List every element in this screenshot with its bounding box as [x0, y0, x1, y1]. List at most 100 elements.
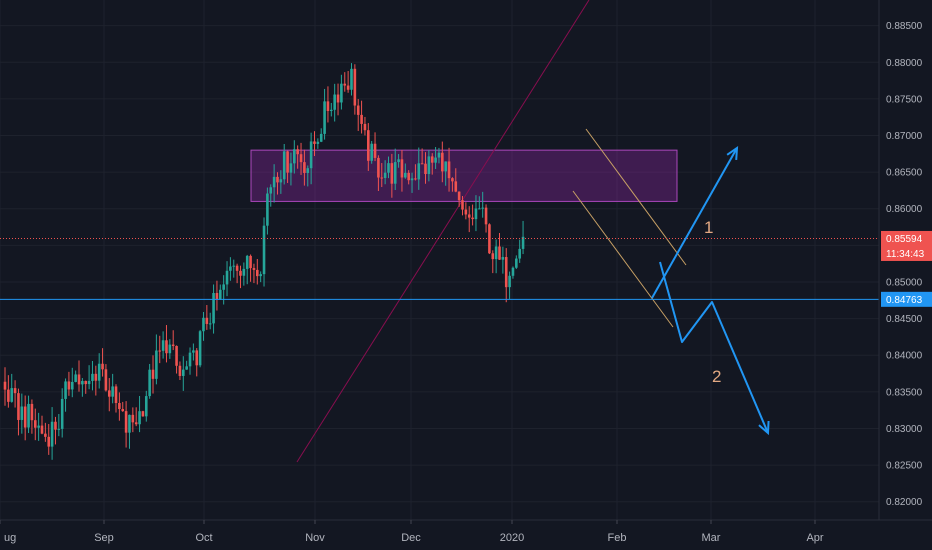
- candle-body: [131, 414, 135, 423]
- candle: [192, 343, 195, 361]
- candle-body: [74, 374, 77, 382]
- candle-body: [158, 350, 162, 352]
- price-badge-2: [881, 291, 932, 307]
- candle-body: [515, 258, 518, 268]
- candle: [178, 361, 182, 380]
- candle-body: [138, 411, 141, 425]
- candle: [168, 339, 172, 359]
- candle-body: [330, 109, 333, 111]
- candle-body: [474, 208, 478, 220]
- price-axis[interactable]: 0.88500 0.88000 0.87500 0.87000 0.86500 0.860…: [886, 21, 923, 508]
- candle-body: [400, 159, 404, 178]
- candle: [309, 132, 313, 185]
- candle-body: [430, 156, 434, 163]
- candle: [404, 163, 407, 179]
- candle: [373, 132, 377, 162]
- candle-body: [451, 178, 454, 182]
- candle: [121, 401, 125, 412]
- candle-body: [367, 130, 370, 161]
- candle-body: [289, 163, 293, 173]
- candle: [47, 424, 51, 455]
- candle: [104, 364, 108, 392]
- candle-body: [17, 393, 20, 420]
- candle-body: [188, 352, 192, 367]
- candle: [215, 280, 219, 311]
- candle-body: [393, 162, 397, 184]
- candle: [390, 153, 394, 198]
- candle: [467, 206, 471, 233]
- candle-body: [33, 420, 37, 428]
- candle: [498, 232, 501, 260]
- candle: [232, 259, 236, 278]
- candle: [205, 305, 209, 330]
- zone-box: [250, 149, 678, 202]
- channel-lower-line: [572, 190, 674, 328]
- candle-body: [511, 267, 515, 276]
- candle: [225, 261, 229, 297]
- candle-body: [97, 363, 101, 381]
- candle-body: [414, 178, 417, 180]
- candle-body: [464, 209, 468, 215]
- candle-body: [380, 177, 384, 179]
- price-badges: 0.85594 11:34:43 0.84763: [881, 230, 932, 307]
- candle-body: [222, 284, 225, 290]
- candle-body: [239, 270, 242, 276]
- arrow-scenario-1-path: [651, 147, 738, 299]
- candle: [60, 388, 64, 438]
- candle: [33, 408, 37, 441]
- candle-body: [501, 257, 505, 260]
- candle-body: [84, 380, 88, 385]
- candle-body: [340, 83, 343, 103]
- candle: [299, 142, 303, 175]
- candle-body: [333, 94, 336, 110]
- candle-body: [299, 154, 303, 163]
- candle: [155, 334, 158, 385]
- candle: [410, 172, 414, 193]
- candle-body: [195, 350, 199, 366]
- candle-body: [54, 421, 57, 430]
- candle-body: [171, 344, 175, 346]
- candle-body: [404, 172, 407, 178]
- candle-body: [461, 200, 464, 210]
- candle-body: [272, 176, 276, 188]
- candle: [353, 64, 357, 115]
- candle-body: [185, 366, 188, 370]
- candle-body: [437, 152, 441, 158]
- candle: [282, 144, 286, 185]
- price-lines: [0, 237, 879, 300]
- candle-body: [306, 168, 310, 173]
- annotation-2: 2: [712, 367, 721, 386]
- candle-body: [356, 105, 360, 115]
- candle-body: [521, 236, 525, 249]
- candle-body: [10, 388, 14, 402]
- candle-body: [276, 176, 279, 183]
- candle: [515, 255, 518, 269]
- time-axis[interactable]: ug Sep Oct Nov Dec 2020 Feb Mar Apr: [0, 520, 824, 544]
- x-tick-label: Nov: [305, 532, 325, 544]
- candle: [44, 422, 47, 442]
- candle: [508, 271, 511, 299]
- price-badge-1: [881, 230, 932, 261]
- candle: [367, 123, 370, 171]
- candle-body: [37, 425, 40, 428]
- candle-body: [390, 163, 394, 184]
- x-tick-label: ug: [4, 532, 16, 544]
- candle-body: [3, 381, 7, 390]
- candle-body: [319, 133, 323, 142]
- candle: [437, 147, 441, 164]
- candle-body: [323, 101, 326, 134]
- candle: [67, 371, 71, 396]
- x-tick-label: Feb: [608, 532, 627, 544]
- candle: [370, 140, 373, 164]
- candle-body: [208, 323, 212, 325]
- arrow-scenario-1: [651, 145, 739, 299]
- candle-body: [30, 403, 34, 421]
- candle-body: [303, 162, 306, 173]
- candle: [229, 257, 232, 281]
- candle-body: [420, 163, 424, 165]
- candle-body: [441, 152, 444, 172]
- candle-body: [410, 178, 414, 181]
- candle-body: [353, 68, 357, 106]
- candle: [252, 263, 256, 284]
